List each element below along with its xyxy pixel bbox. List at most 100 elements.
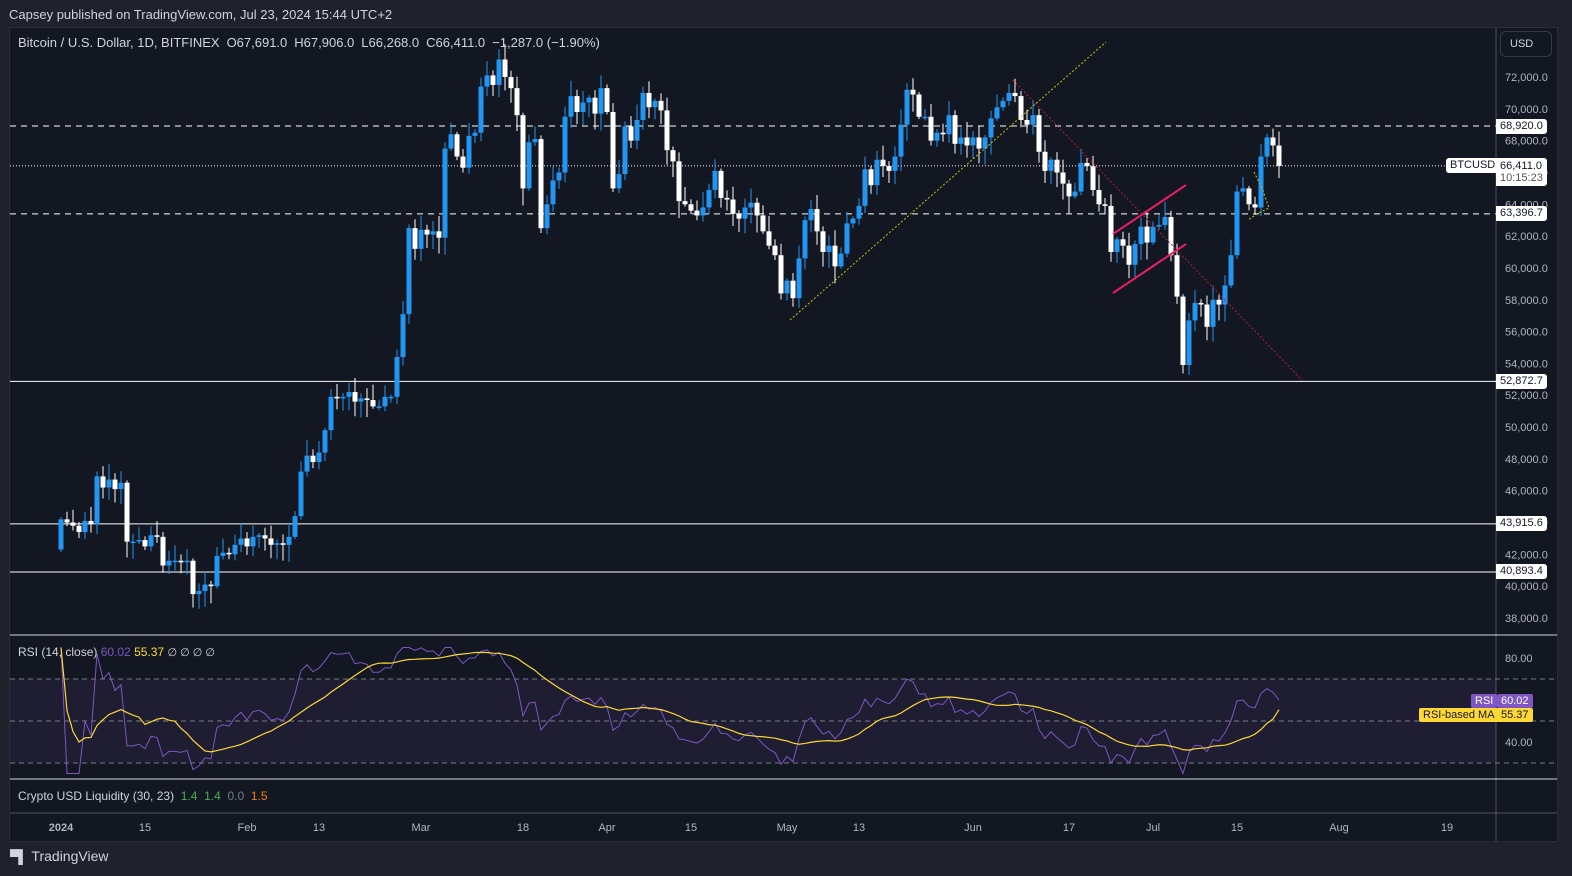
- candle-body: [694, 210, 700, 216]
- candle-body: [292, 516, 298, 537]
- candle-body: [88, 520, 94, 525]
- candle-body: [616, 174, 622, 189]
- price-tick: 42,000.0: [1505, 549, 1548, 561]
- candle-body: [862, 169, 868, 206]
- candle-body: [454, 134, 460, 157]
- candle-body: [82, 520, 88, 533]
- rsi-line: [60, 647, 1280, 775]
- candle-body: [1138, 226, 1144, 245]
- time-tick: 15: [139, 822, 151, 834]
- candle-body: [730, 199, 736, 214]
- candle-body: [1102, 204, 1108, 206]
- candle-body: [346, 392, 352, 397]
- price-tick: 58,000.0: [1505, 295, 1548, 307]
- time-tick: 15: [1231, 822, 1243, 834]
- tradingview-logo[interactable]: ▀▌ TradingView: [10, 848, 108, 864]
- ascending-trendline: [789, 41, 1107, 321]
- candle-body: [262, 535, 268, 539]
- candle-body: [1072, 191, 1078, 197]
- candle-body: [394, 357, 400, 397]
- level-price-label: 43,915.6: [1496, 516, 1547, 532]
- candle-body: [1084, 162, 1090, 167]
- candle-body: [340, 396, 346, 399]
- candle-body: [76, 525, 82, 533]
- candle-body: [124, 482, 130, 542]
- candle-body: [844, 223, 850, 254]
- candle-body: [232, 544, 238, 555]
- candle-body: [1108, 205, 1114, 253]
- tradingview-mark-icon: ▀▌: [10, 848, 27, 864]
- candle-body: [1210, 299, 1216, 327]
- candle-body: [772, 245, 778, 256]
- liquidity-v2: 1.4: [204, 789, 221, 803]
- candle-body: [940, 132, 946, 135]
- candle-body: [1036, 115, 1042, 152]
- liquidity-legend: Crypto USD Liquidity (30, 23) 1.4 1.4 0.…: [18, 789, 268, 803]
- candle-body: [898, 124, 904, 157]
- time-tick: Feb: [238, 822, 257, 834]
- candle-body: [298, 471, 304, 517]
- candle-body: [982, 137, 988, 149]
- bar-countdown: 10:15:23: [1500, 171, 1543, 184]
- candle-body: [406, 228, 412, 315]
- candle-body: [880, 159, 886, 167]
- currency-button[interactable]: USD: [1500, 31, 1552, 57]
- candle-body: [310, 455, 316, 463]
- candle-body: [904, 89, 910, 125]
- candle-body: [970, 137, 976, 146]
- candle-body: [628, 126, 634, 141]
- symbol-name: Bitcoin / U.S. Dollar, 1D, BITFINEX: [18, 35, 220, 50]
- candle-body: [1144, 226, 1150, 243]
- candle-body: [592, 97, 598, 114]
- publisher-line: Capsey published on TradingView.com, Jul…: [9, 7, 393, 22]
- time-tick: Jun: [964, 822, 982, 834]
- tradingview-brand: TradingView: [31, 848, 109, 864]
- candle-body: [280, 543, 286, 545]
- candle-body: [826, 245, 832, 253]
- candle-body: [304, 455, 310, 472]
- candle-body: [1018, 96, 1024, 120]
- candle-body: [1054, 159, 1060, 173]
- candle-body: [142, 540, 148, 547]
- candle-body: [1216, 299, 1222, 305]
- candle-body: [1120, 239, 1126, 246]
- liquidity-v3: 0.0: [227, 789, 245, 803]
- candle-body: [664, 110, 670, 151]
- candle-body: [244, 538, 250, 547]
- candle-body: [472, 132, 478, 136]
- candle-body: [418, 229, 424, 249]
- candle-body: [226, 552, 232, 555]
- candle-body: [556, 172, 562, 181]
- candle-body: [184, 560, 190, 563]
- candle-body: [220, 552, 226, 556]
- candle-body: [526, 142, 532, 189]
- candle-body: [208, 584, 214, 587]
- candle-body: [814, 209, 820, 232]
- candle-body: [166, 560, 172, 566]
- ohlc-low: L66,268.0: [361, 35, 420, 50]
- candle-body: [214, 555, 220, 587]
- candle-body: [466, 135, 472, 168]
- level-price-label: 40,893.4: [1496, 564, 1547, 580]
- candle-body: [802, 220, 808, 259]
- candle-body: [382, 396, 388, 407]
- candle-body: [922, 116, 928, 119]
- candle-body: [1126, 245, 1132, 265]
- candle-body: [568, 96, 574, 117]
- candle-body: [640, 92, 646, 120]
- level-price-label: 63,396.7: [1496, 206, 1547, 222]
- candle-body: [838, 253, 844, 267]
- candle-body: [322, 430, 328, 453]
- candle-body: [778, 255, 784, 294]
- candle-body: [766, 231, 772, 246]
- candle-body: [1192, 302, 1198, 321]
- candle-body: [1240, 188, 1246, 192]
- price-tick: 70,000.0: [1505, 104, 1548, 116]
- candle-body: [64, 519, 70, 523]
- candle-body: [1162, 217, 1168, 225]
- price-tick: 48,000.0: [1505, 454, 1548, 466]
- candle-body: [574, 96, 580, 113]
- candle-body: [196, 590, 202, 595]
- rsi-value: 60.02: [100, 645, 131, 659]
